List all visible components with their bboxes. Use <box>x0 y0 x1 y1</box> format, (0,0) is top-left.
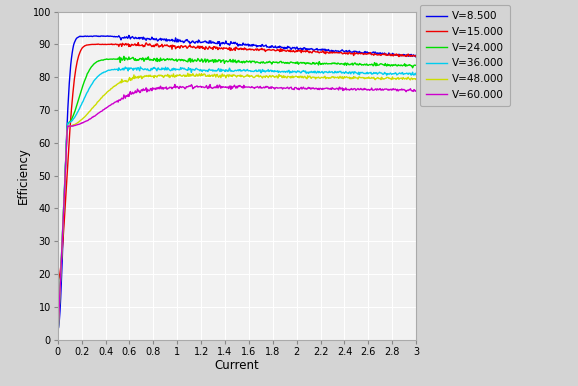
V=15.000 <box>227 46 234 51</box>
V=48.000 <box>349 76 355 80</box>
V=15.000 <box>405 52 412 56</box>
V=60.000 <box>413 88 420 93</box>
V=8.500 <box>413 55 420 59</box>
V=36.000 <box>137 64 144 69</box>
V=24.000 <box>54 337 61 342</box>
V=24.000 <box>349 61 355 66</box>
V=36.000 <box>249 69 256 74</box>
V=24.000 <box>225 59 232 64</box>
V=48.000 <box>227 74 234 78</box>
V=48.000 <box>249 74 256 79</box>
V=48.000 <box>268 74 275 78</box>
V=24.000 <box>413 63 420 68</box>
V=8.500 <box>349 50 355 54</box>
Y-axis label: Efficiency: Efficiency <box>17 147 29 204</box>
V=15.000 <box>225 47 232 52</box>
V=36.000 <box>268 69 275 74</box>
V=36.000 <box>227 69 234 74</box>
V=60.000 <box>227 87 234 91</box>
V=24.000 <box>249 59 256 63</box>
V=60.000 <box>249 85 256 89</box>
V=48.000 <box>54 337 61 342</box>
V=60.000 <box>172 82 179 87</box>
X-axis label: Current: Current <box>214 359 260 372</box>
V=8.500 <box>225 41 232 46</box>
V=8.500 <box>227 39 234 44</box>
V=36.000 <box>349 70 355 74</box>
V=36.000 <box>54 337 61 342</box>
V=48.000 <box>405 75 412 80</box>
Line: V=48.000: V=48.000 <box>58 73 416 340</box>
V=15.000 <box>413 54 420 59</box>
V=15.000 <box>268 48 275 52</box>
V=24.000 <box>120 54 127 59</box>
V=60.000 <box>405 88 412 93</box>
V=60.000 <box>268 85 275 89</box>
V=48.000 <box>225 74 232 79</box>
V=24.000 <box>268 62 275 66</box>
V=48.000 <box>413 77 420 81</box>
Line: V=36.000: V=36.000 <box>58 67 416 339</box>
V=8.500 <box>268 43 275 48</box>
Legend: V=8.500, V=15.000, V=24.000, V=36.000, V=48.000, V=60.000: V=8.500, V=15.000, V=24.000, V=36.000, V… <box>420 5 510 106</box>
Line: V=15.000: V=15.000 <box>58 42 416 280</box>
V=48.000 <box>184 71 191 76</box>
V=60.000 <box>349 87 355 92</box>
V=8.500 <box>405 54 412 59</box>
V=8.500 <box>249 44 256 48</box>
V=36.000 <box>405 72 412 77</box>
V=15.000 <box>135 40 142 45</box>
V=15.000 <box>54 278 61 283</box>
V=15.000 <box>349 51 355 56</box>
V=8.500 <box>125 33 132 38</box>
V=24.000 <box>405 63 412 67</box>
V=36.000 <box>413 73 420 77</box>
Line: V=60.000: V=60.000 <box>58 85 416 340</box>
V=36.000 <box>225 69 232 73</box>
Line: V=8.500: V=8.500 <box>58 36 416 330</box>
V=15.000 <box>249 47 256 52</box>
V=60.000 <box>54 337 61 342</box>
V=60.000 <box>225 86 232 91</box>
Line: V=24.000: V=24.000 <box>58 56 416 340</box>
V=24.000 <box>227 59 234 64</box>
V=8.500 <box>54 327 61 332</box>
